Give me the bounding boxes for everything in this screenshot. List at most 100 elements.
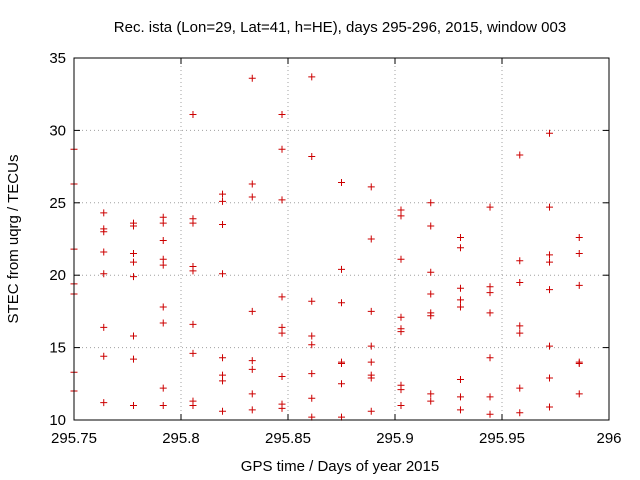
data-point	[367, 374, 375, 382]
data-point	[546, 374, 554, 382]
data-point	[367, 235, 375, 243]
data-point	[248, 357, 256, 365]
data-point	[367, 407, 375, 415]
y-tick-label: 20	[49, 267, 66, 284]
data-point	[575, 249, 583, 257]
data-point	[308, 394, 316, 402]
data-point	[546, 286, 554, 294]
data-point	[189, 219, 197, 227]
data-point	[397, 313, 405, 321]
data-point	[516, 384, 524, 392]
data-point	[278, 404, 286, 412]
data-point	[159, 261, 167, 269]
data-point	[308, 341, 316, 349]
data-point	[516, 409, 524, 417]
data-point	[278, 373, 286, 381]
data-point	[308, 370, 316, 378]
y-tick-label: 10	[49, 412, 66, 429]
data-point	[427, 397, 435, 405]
data-point	[248, 406, 256, 414]
data-point	[575, 281, 583, 289]
data-point	[456, 303, 464, 311]
data-point	[100, 323, 108, 331]
data-point	[248, 365, 256, 373]
y-tick-label: 30	[49, 122, 66, 139]
data-point	[129, 402, 137, 410]
data-point	[575, 234, 583, 242]
data-point	[367, 342, 375, 350]
data-point	[516, 278, 524, 286]
data-point	[159, 219, 167, 227]
data-point	[456, 406, 464, 414]
data-point	[129, 273, 137, 281]
data-point	[516, 151, 524, 159]
y-axis-label: STEC from uqrg / TECUs	[5, 155, 22, 324]
data-point	[427, 312, 435, 320]
data-point	[189, 320, 197, 328]
data-point	[189, 402, 197, 410]
data-point	[159, 402, 167, 410]
data-point	[427, 222, 435, 230]
x-tick-label: 296	[596, 430, 621, 447]
data-point	[159, 319, 167, 327]
data-point	[456, 296, 464, 304]
data-point	[575, 390, 583, 398]
data-point	[546, 203, 554, 211]
data-point	[367, 307, 375, 315]
data-point	[219, 354, 227, 362]
data-point	[338, 179, 345, 187]
data-point	[248, 307, 256, 315]
data-point	[397, 402, 405, 410]
data-point	[219, 270, 227, 278]
data-point	[278, 329, 286, 337]
data-point	[397, 386, 405, 394]
data-point	[219, 190, 227, 198]
data-point	[100, 209, 108, 217]
data-point	[338, 380, 345, 388]
data-point	[456, 375, 464, 383]
data-point	[129, 355, 137, 363]
x-axis-label: GPS time / Days of year 2015	[241, 458, 439, 475]
data-point	[486, 393, 494, 401]
data-point	[100, 352, 108, 360]
y-tick-label: 35	[49, 50, 66, 67]
data-point	[219, 407, 227, 415]
chart-title: Rec. ista (Lon=29, Lat=41, h=HE), days 2…	[114, 19, 566, 36]
x-tick-label: 295.95	[479, 430, 525, 447]
data-point	[486, 309, 494, 317]
data-point	[308, 413, 316, 421]
data-point	[427, 268, 435, 276]
data-point	[159, 384, 167, 392]
data-point	[367, 183, 375, 191]
data-points	[70, 73, 583, 421]
data-point	[248, 180, 256, 188]
data-point	[456, 234, 464, 242]
data-point	[456, 244, 464, 252]
data-point	[248, 74, 256, 82]
data-point	[397, 255, 405, 263]
data-point	[546, 403, 554, 411]
data-point	[427, 390, 435, 398]
data-point	[189, 349, 197, 357]
data-point	[546, 258, 554, 266]
data-point	[219, 221, 227, 229]
data-point	[427, 199, 435, 207]
data-point	[338, 413, 345, 421]
x-tick-label: 295.75	[51, 430, 97, 447]
data-point	[367, 358, 375, 366]
data-point	[486, 354, 494, 362]
data-point	[575, 360, 583, 368]
data-point	[308, 152, 316, 160]
data-point	[129, 258, 137, 266]
data-point	[219, 377, 227, 385]
data-point	[308, 297, 316, 305]
data-point	[308, 332, 316, 340]
data-point	[278, 110, 286, 118]
data-point	[427, 290, 435, 298]
data-point	[129, 332, 137, 340]
data-point	[516, 329, 524, 337]
data-point	[338, 265, 345, 273]
data-point	[456, 393, 464, 401]
